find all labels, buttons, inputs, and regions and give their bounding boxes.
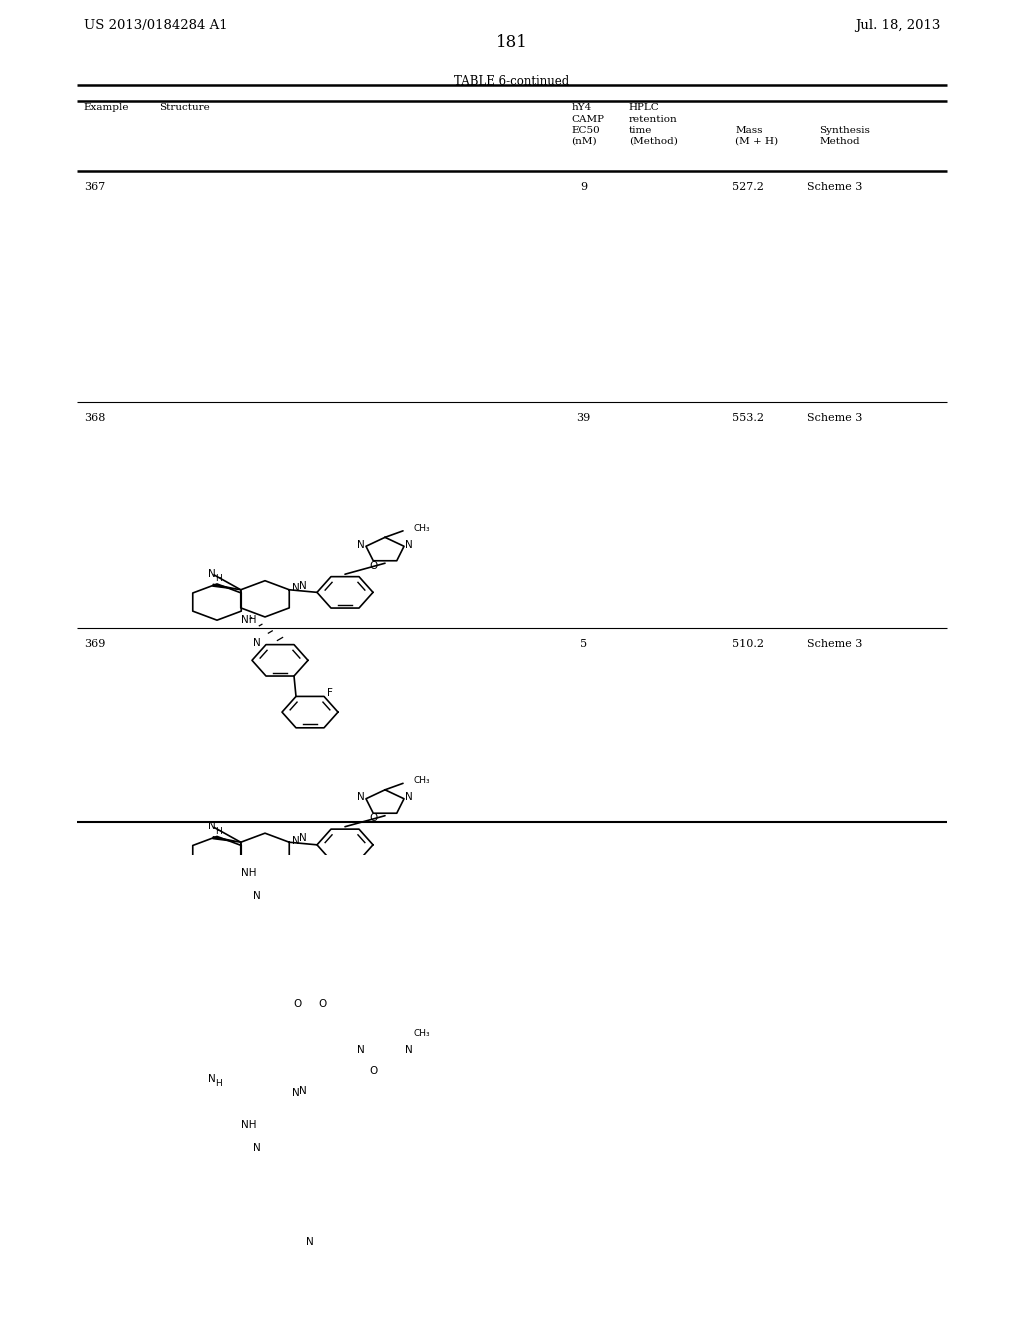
Text: US 2013/0184284 A1: US 2013/0184284 A1 (84, 18, 227, 32)
Text: N: N (406, 792, 413, 803)
Text: N: N (299, 581, 307, 591)
Text: NH: NH (242, 1121, 257, 1130)
Text: 9: 9 (581, 182, 587, 191)
Text: H: H (216, 1080, 222, 1088)
Text: Scheme 3: Scheme 3 (807, 639, 862, 649)
Text: 527.2: 527.2 (731, 182, 764, 191)
Text: Scheme 3: Scheme 3 (807, 182, 862, 191)
Text: retention: retention (629, 115, 678, 124)
Text: N: N (253, 891, 261, 900)
Text: CH₃: CH₃ (413, 776, 430, 785)
Text: N: N (299, 833, 307, 843)
Text: HPLC: HPLC (629, 103, 659, 112)
Text: O: O (369, 813, 378, 824)
Text: Synthesis: Synthesis (819, 125, 870, 135)
Text: N: N (357, 792, 365, 803)
Polygon shape (213, 1089, 241, 1094)
Text: N: N (293, 836, 300, 846)
Text: N: N (306, 1237, 314, 1246)
Text: N: N (253, 639, 261, 648)
Text: H: H (216, 826, 222, 836)
Text: 367: 367 (84, 182, 105, 191)
Text: Mass: Mass (735, 125, 763, 135)
Text: 510.2: 510.2 (731, 639, 764, 649)
Text: F: F (327, 688, 333, 697)
Text: O: O (318, 999, 327, 1008)
Text: 39: 39 (577, 413, 591, 422)
Text: O: O (293, 999, 301, 1008)
Text: hY4: hY4 (571, 103, 592, 112)
Text: 368: 368 (84, 413, 105, 422)
Text: N: N (357, 540, 365, 550)
Text: Jul. 18, 2013: Jul. 18, 2013 (855, 18, 940, 32)
Text: 181: 181 (496, 34, 528, 51)
Text: Example: Example (84, 103, 129, 112)
Text: N: N (293, 583, 300, 594)
Text: NH: NH (242, 867, 257, 878)
Text: N: N (357, 1045, 365, 1055)
Text: Structure: Structure (159, 103, 210, 112)
Text: N: N (406, 1045, 413, 1055)
Text: TABLE 6-continued: TABLE 6-continued (455, 75, 569, 88)
Text: 553.2: 553.2 (731, 413, 764, 422)
Text: O: O (369, 1065, 378, 1076)
Text: N: N (299, 1086, 307, 1096)
Text: N: N (208, 569, 216, 578)
Text: (nM): (nM) (571, 137, 597, 145)
Text: CH₃: CH₃ (413, 1028, 430, 1038)
Text: time: time (629, 125, 652, 135)
Text: H: H (216, 574, 222, 583)
Text: 369: 369 (84, 639, 105, 649)
Text: N: N (208, 1073, 216, 1084)
Text: CH₃: CH₃ (413, 524, 430, 533)
Text: EC50: EC50 (571, 125, 600, 135)
Text: Scheme 3: Scheme 3 (807, 413, 862, 422)
Text: N: N (208, 821, 216, 832)
Text: Method: Method (819, 137, 860, 145)
Text: NH: NH (242, 615, 257, 626)
Polygon shape (213, 585, 241, 590)
Polygon shape (213, 837, 241, 842)
Text: (M + H): (M + H) (735, 137, 778, 145)
Text: O: O (369, 561, 378, 572)
Text: N: N (253, 1143, 261, 1154)
Text: 5: 5 (581, 639, 587, 649)
Text: N: N (293, 1089, 300, 1098)
Text: (Method): (Method) (629, 137, 678, 145)
Text: CAMP: CAMP (571, 115, 604, 124)
Text: N: N (406, 540, 413, 550)
